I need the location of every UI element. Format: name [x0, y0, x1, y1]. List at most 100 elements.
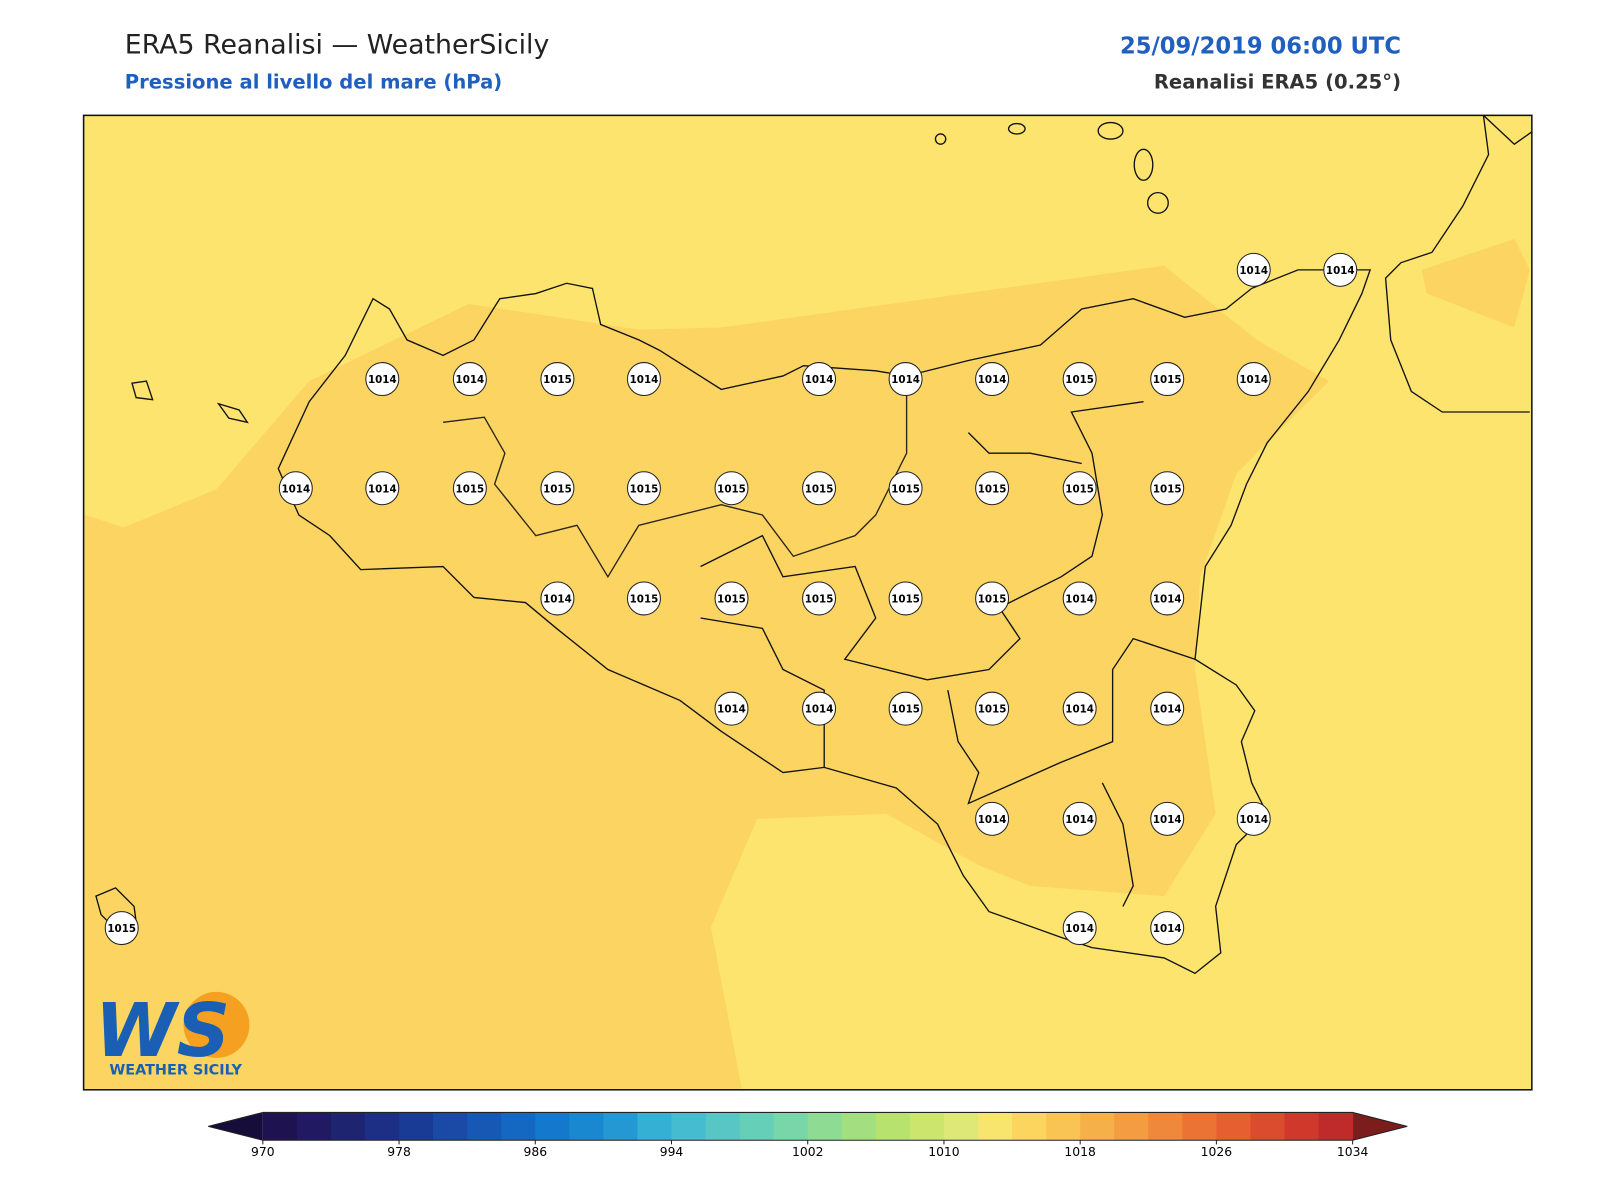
colorbar-bin	[1148, 1112, 1183, 1141]
logo: WS WEATHER SICILY	[95, 988, 250, 1078]
station-marker	[1236, 252, 1271, 287]
station-marker	[540, 581, 575, 616]
station-marker	[975, 691, 1010, 726]
station-value: 1014	[717, 704, 746, 716]
station-value: 1014	[1065, 814, 1094, 826]
station-value: 1015	[630, 483, 659, 495]
station-marker	[1062, 471, 1097, 506]
colorbar-bin	[637, 1112, 673, 1141]
station-value: 1014	[543, 593, 572, 605]
logo-sun	[183, 991, 250, 1058]
title: ERA5 Reanalisi — WeatherSicily	[125, 30, 550, 61]
pressure-area	[1421, 238, 1530, 328]
colorbar-tick-label: 970	[251, 1145, 275, 1159]
station-marker	[1062, 362, 1097, 397]
colorbar-bin	[262, 1112, 298, 1141]
station-value: 1014	[1065, 593, 1094, 605]
station-value: 1015	[1065, 483, 1094, 495]
map-frame	[82, 114, 1533, 1091]
station-value: 1014	[456, 374, 485, 386]
station-value: 1014	[630, 374, 659, 386]
station-value: 1015	[1065, 374, 1094, 386]
colorbar-tick-label: 978	[387, 1145, 411, 1159]
station-value: 1014	[1153, 593, 1182, 605]
colorbar-bin	[330, 1112, 366, 1141]
station-value: 1014	[1326, 265, 1355, 277]
station-marker	[714, 691, 749, 726]
station-marker	[278, 471, 313, 506]
station-value: 1014	[1065, 923, 1094, 935]
colorbar-bin	[1046, 1112, 1081, 1141]
station-value: 1015	[1153, 374, 1182, 386]
map: 1014 1014 1014 1014 1015 1014 1014 1014 1014 1015…	[82, 114, 1533, 1091]
colorbar-bin	[1080, 1112, 1115, 1141]
colorbar-bin	[1216, 1112, 1251, 1141]
colorbar-bin	[773, 1112, 809, 1141]
station-marker	[1236, 801, 1271, 836]
colorbar-bin	[1114, 1112, 1149, 1141]
station-value: 1014	[281, 483, 310, 495]
colorbar-bin	[296, 1112, 332, 1141]
station-value: 1015	[805, 483, 834, 495]
station-value: 1015	[978, 593, 1007, 605]
station-marker	[1150, 581, 1185, 616]
station-marker	[714, 581, 749, 616]
station-marker	[975, 362, 1010, 397]
colorbar-bin	[841, 1112, 877, 1141]
colorbar-bin	[909, 1112, 945, 1141]
station-value: 1015	[978, 483, 1007, 495]
source: Reanalisi ERA5 (0.25°)	[1154, 71, 1401, 94]
colorbar-extension	[1352, 1112, 1408, 1141]
colorbar-tick-label: 1010	[928, 1145, 960, 1159]
datetime: 25/09/2019 06:00 UTC	[1120, 34, 1401, 60]
colorbar-tick-label: 1034	[1337, 1145, 1369, 1159]
station-marker	[1062, 801, 1097, 836]
station-value: 1015	[1153, 483, 1182, 495]
station-marker	[1150, 362, 1185, 397]
colorbar-bin	[399, 1112, 434, 1141]
station-value: 1014	[368, 483, 397, 495]
station-value: 1014	[805, 704, 834, 716]
station-marker	[1150, 471, 1185, 506]
station-value: 1014	[1153, 704, 1182, 716]
station-marker	[888, 471, 923, 506]
colorbar-bin	[943, 1112, 979, 1141]
station-marker	[802, 471, 837, 506]
station-marker	[802, 362, 837, 397]
station-value: 1015	[630, 593, 659, 605]
station-value: 1015	[978, 704, 1007, 716]
station-marker	[802, 691, 837, 726]
colorbar-tick-label: 994	[660, 1145, 684, 1159]
colorbar-tick-label: 986	[523, 1145, 547, 1159]
colorbar-tick-label: 1002	[792, 1145, 823, 1159]
colorbar-bin	[1012, 1112, 1047, 1141]
station-marker	[626, 471, 661, 506]
station-marker	[802, 581, 837, 616]
colorbar-bin	[603, 1112, 638, 1141]
colorbar-bin	[365, 1112, 400, 1141]
logo-mark: WS	[95, 988, 230, 1074]
station-marker	[975, 801, 1010, 836]
station-marker	[365, 471, 400, 506]
station-marker	[975, 471, 1010, 506]
station-value: 1015	[543, 483, 572, 495]
station-marker	[626, 581, 661, 616]
station-value: 1015	[891, 704, 920, 716]
station-marker	[1150, 801, 1185, 836]
station-marker	[1062, 691, 1097, 726]
colorbar-bin	[978, 1112, 1013, 1141]
colorbar-bin	[671, 1112, 707, 1141]
station-marker	[888, 691, 923, 726]
station-marker	[1323, 252, 1358, 287]
station-value: 1014	[1239, 265, 1268, 277]
station-marker	[714, 471, 749, 506]
station-value: 1014	[891, 374, 920, 386]
station-value: 1014	[1153, 923, 1182, 935]
station-value: 1015	[717, 593, 746, 605]
station-value: 1014	[805, 374, 834, 386]
station-marker	[975, 581, 1010, 616]
logo-name: WEATHER SICILY	[109, 1062, 242, 1078]
colorbar-bin	[1250, 1112, 1286, 1141]
station-marker	[1150, 911, 1185, 946]
colorbar-bin	[705, 1112, 741, 1141]
